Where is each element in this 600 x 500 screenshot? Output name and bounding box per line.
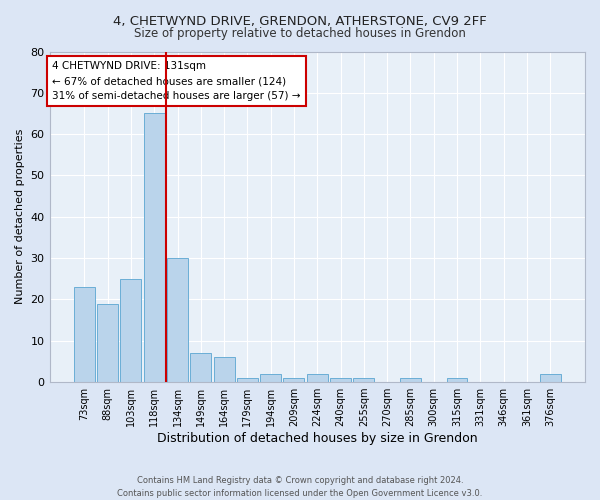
Bar [190,353,211,382]
Text: Size of property relative to detached houses in Grendon: Size of property relative to detached ho… [134,28,466,40]
Bar [307,374,328,382]
Bar [74,287,95,382]
Bar [400,378,421,382]
Text: 4 CHETWYND DRIVE: 131sqm
← 67% of detached houses are smaller (124)
31% of semi-: 4 CHETWYND DRIVE: 131sqm ← 67% of detach… [52,62,301,101]
Bar [97,304,118,382]
Bar [260,374,281,382]
Bar [283,378,304,382]
Bar [330,378,351,382]
Bar [214,358,235,382]
Bar [144,114,165,382]
Text: 4, CHETWYND DRIVE, GRENDON, ATHERSTONE, CV9 2FF: 4, CHETWYND DRIVE, GRENDON, ATHERSTONE, … [113,15,487,28]
Y-axis label: Number of detached properties: Number of detached properties [15,129,25,304]
Text: Contains HM Land Registry data © Crown copyright and database right 2024.
Contai: Contains HM Land Registry data © Crown c… [118,476,482,498]
Bar [237,378,258,382]
X-axis label: Distribution of detached houses by size in Grendon: Distribution of detached houses by size … [157,432,478,445]
Bar [167,258,188,382]
Bar [121,279,142,382]
Bar [446,378,467,382]
Bar [353,378,374,382]
Bar [539,374,560,382]
